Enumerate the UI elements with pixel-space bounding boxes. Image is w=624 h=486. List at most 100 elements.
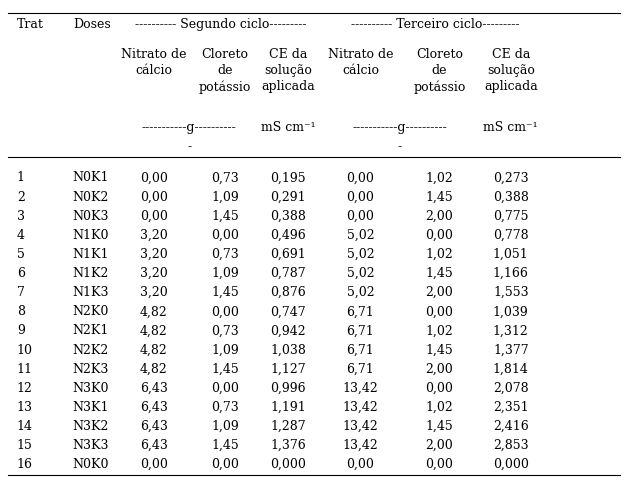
Text: 1,02: 1,02 (426, 248, 453, 261)
Text: 13,42: 13,42 (343, 382, 378, 395)
Text: N3K2: N3K2 (73, 420, 109, 433)
Text: N0K2: N0K2 (73, 191, 109, 204)
Text: Nitrato de
cálcio: Nitrato de cálcio (121, 48, 187, 77)
Text: Doses: Doses (73, 18, 110, 31)
Text: 1,376: 1,376 (271, 439, 306, 452)
Text: 6,71: 6,71 (346, 344, 374, 357)
Text: 0,775: 0,775 (493, 210, 529, 223)
Text: 5,02: 5,02 (347, 267, 374, 280)
Text: 4,82: 4,82 (140, 344, 167, 357)
Text: 0,00: 0,00 (426, 229, 453, 242)
Text: 16: 16 (17, 458, 33, 471)
Text: N2K3: N2K3 (73, 363, 109, 376)
Text: 3,20: 3,20 (140, 267, 167, 280)
Text: 2,853: 2,853 (493, 439, 529, 452)
Text: 0,778: 0,778 (493, 229, 529, 242)
Text: 0,00: 0,00 (211, 382, 239, 395)
Text: 1,45: 1,45 (426, 344, 453, 357)
Text: N3K0: N3K0 (73, 382, 109, 395)
Text: 5,02: 5,02 (347, 248, 374, 261)
Text: 0,00: 0,00 (140, 172, 167, 185)
Text: 0,496: 0,496 (271, 229, 306, 242)
Text: 1,166: 1,166 (493, 267, 529, 280)
Text: N1K1: N1K1 (73, 248, 109, 261)
Text: 15: 15 (17, 439, 33, 452)
Text: 2,416: 2,416 (493, 420, 529, 433)
Text: 0,388: 0,388 (493, 191, 529, 204)
Text: 2: 2 (17, 191, 25, 204)
Text: 0,942: 0,942 (271, 325, 306, 337)
Text: N0K0: N0K0 (73, 458, 109, 471)
Text: 1,45: 1,45 (211, 363, 239, 376)
Text: 1,312: 1,312 (493, 325, 529, 337)
Text: N2K0: N2K0 (73, 305, 109, 318)
Text: 0,73: 0,73 (211, 172, 239, 185)
Text: 13,42: 13,42 (343, 420, 378, 433)
Text: ---------- Segundo ciclo---------: ---------- Segundo ciclo--------- (135, 18, 307, 31)
Text: N3K1: N3K1 (73, 401, 109, 414)
Text: 1,45: 1,45 (426, 191, 453, 204)
Text: 5,02: 5,02 (347, 229, 374, 242)
Text: 5,02: 5,02 (347, 286, 374, 299)
Text: 0,00: 0,00 (426, 305, 453, 318)
Text: 3: 3 (17, 210, 25, 223)
Text: 1,02: 1,02 (426, 325, 453, 337)
Text: 0,73: 0,73 (211, 401, 239, 414)
Text: 4,82: 4,82 (140, 325, 167, 337)
Text: 6,43: 6,43 (140, 382, 167, 395)
Text: 1,09: 1,09 (211, 267, 239, 280)
Text: N2K1: N2K1 (73, 325, 109, 337)
Text: 1,45: 1,45 (211, 210, 239, 223)
Text: N2K2: N2K2 (73, 344, 109, 357)
Text: 0,787: 0,787 (271, 267, 306, 280)
Text: -: - (187, 140, 192, 153)
Text: 0,000: 0,000 (493, 458, 529, 471)
Text: 0,00: 0,00 (211, 305, 239, 318)
Text: 0,195: 0,195 (271, 172, 306, 185)
Text: 1,039: 1,039 (493, 305, 529, 318)
Text: -----------g----------: -----------g---------- (142, 121, 236, 134)
Text: Cloreto
de
potássio: Cloreto de potássio (199, 48, 251, 94)
Text: 4,82: 4,82 (140, 305, 167, 318)
Text: 4: 4 (17, 229, 25, 242)
Text: 7: 7 (17, 286, 25, 299)
Text: 1,553: 1,553 (493, 286, 529, 299)
Text: Cloreto
de
potássio: Cloreto de potássio (413, 48, 466, 94)
Text: Nitrato de
cálcio: Nitrato de cálcio (328, 48, 393, 77)
Text: N1K2: N1K2 (73, 267, 109, 280)
Text: 4,82: 4,82 (140, 363, 167, 376)
Text: ---------- Terceiro ciclo---------: ---------- Terceiro ciclo--------- (351, 18, 520, 31)
Text: 0,00: 0,00 (140, 191, 167, 204)
Text: 0,691: 0,691 (271, 248, 306, 261)
Text: 0,00: 0,00 (140, 458, 167, 471)
Text: 0,291: 0,291 (271, 191, 306, 204)
Text: 0,747: 0,747 (271, 305, 306, 318)
Text: 2,078: 2,078 (493, 382, 529, 395)
Text: N0K1: N0K1 (73, 172, 109, 185)
Text: 0,73: 0,73 (211, 325, 239, 337)
Text: 0,00: 0,00 (140, 210, 167, 223)
Text: CE da
solução
aplicada: CE da solução aplicada (484, 48, 538, 93)
Text: 1,814: 1,814 (493, 363, 529, 376)
Text: 1,02: 1,02 (426, 401, 453, 414)
Text: 1,09: 1,09 (211, 191, 239, 204)
Text: 6,71: 6,71 (346, 325, 374, 337)
Text: 13: 13 (17, 401, 33, 414)
Text: 1,377: 1,377 (493, 344, 529, 357)
Text: 5: 5 (17, 248, 25, 261)
Text: 1,127: 1,127 (271, 363, 306, 376)
Text: Trat: Trat (17, 18, 44, 31)
Text: 6,71: 6,71 (346, 305, 374, 318)
Text: 13,42: 13,42 (343, 401, 378, 414)
Text: 1,191: 1,191 (271, 401, 306, 414)
Text: 0,00: 0,00 (211, 458, 239, 471)
Text: 0,00: 0,00 (426, 458, 453, 471)
Text: -: - (398, 140, 402, 153)
Text: 6,43: 6,43 (140, 401, 167, 414)
Text: 2,351: 2,351 (493, 401, 529, 414)
Text: 0,00: 0,00 (346, 191, 374, 204)
Text: 3,20: 3,20 (140, 248, 167, 261)
Text: CE da
solução
aplicada: CE da solução aplicada (261, 48, 315, 93)
Text: 2,00: 2,00 (426, 439, 453, 452)
Text: 12: 12 (17, 382, 33, 395)
